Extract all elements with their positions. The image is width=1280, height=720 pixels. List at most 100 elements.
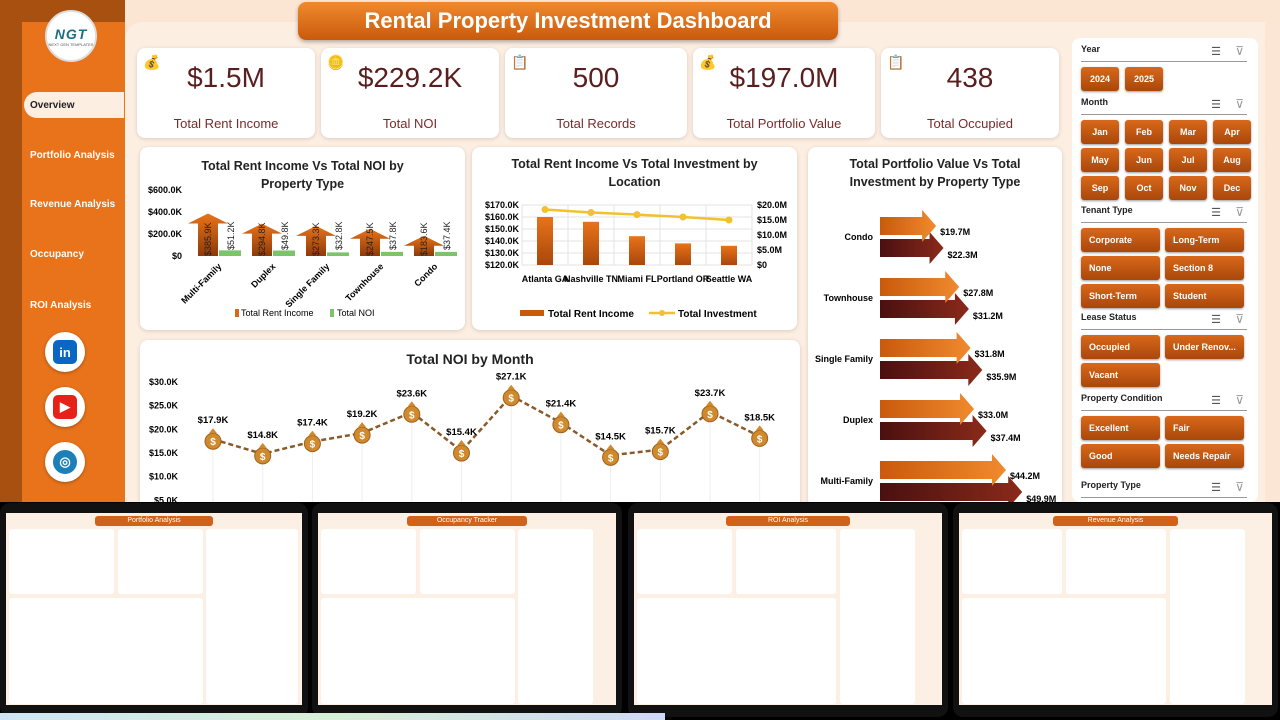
slicer-button-dec[interactable]: Dec [1213, 176, 1251, 200]
money-bag-top [706, 400, 714, 406]
category-label: Nashville TN [564, 274, 618, 284]
youtube-icon: ▶ [53, 395, 77, 419]
category-label: Townhouse [824, 293, 873, 303]
logo-tagline: NEXT GEN TEMPLATES [48, 41, 94, 47]
kpi-value: 500 [572, 62, 620, 93]
y-tick-label: $170.0K [485, 200, 520, 210]
linkedin-button[interactable]: in [45, 332, 85, 372]
slicer-button-oct[interactable]: Oct [1125, 176, 1163, 200]
legend-investment-marker [659, 310, 665, 316]
y-tick-label: $130.0K [485, 248, 520, 258]
sidebar-item-revenue-analysis[interactable]: Revenue Analysis [30, 198, 116, 210]
slicer-button-student[interactable]: Student [1165, 284, 1244, 308]
rent-data-label: $294.8K [257, 222, 267, 256]
sidebar-item-overview[interactable]: Overview [24, 92, 124, 118]
y-tick-label: $140.0K [485, 236, 520, 246]
kpi-value: $229.2K [357, 62, 463, 93]
slicer-button-good[interactable]: Good [1081, 444, 1160, 468]
slicer-button-short-term[interactable]: Short-Term [1081, 284, 1160, 308]
multi-select-icon[interactable]: ☰ [1211, 482, 1221, 494]
thumbnail-portfolio-analysis[interactable]: Portfolio Analysis [0, 503, 308, 717]
chart-svg: $5.0K $10.0K $15.0K $20.0K $25.0K $30.0K $ $17.… [149, 372, 775, 502]
bottom-band [0, 713, 665, 720]
slicer-button-occupied[interactable]: Occupied [1081, 335, 1160, 359]
noi-data-label: $49.8K [280, 221, 290, 250]
slicer-header: Property Condition ☰ ⊽ [1081, 393, 1247, 411]
multi-select-icon[interactable]: ☰ [1211, 207, 1221, 219]
slicer-button-under-renov-[interactable]: Under Renov... [1165, 335, 1244, 359]
slicer-button-section-8[interactable]: Section 8 [1165, 256, 1244, 280]
globe-icon: ◎ [53, 450, 77, 474]
slicer-button-excellent[interactable]: Excellent [1081, 416, 1160, 440]
clear-filter-icon[interactable]: ⊽ [1235, 393, 1244, 407]
multi-select-icon[interactable]: ☰ [1211, 99, 1221, 111]
rent-income-arrow [242, 223, 282, 256]
slicer-button-may[interactable]: May [1081, 148, 1119, 172]
thumbnail-occupancy-tracker[interactable]: Occupancy Tracker [312, 503, 622, 717]
rent-income-arrow [350, 228, 390, 256]
kpi-total-rent-income: 💰 $1.5M Total Rent Income [137, 48, 315, 138]
slicer-button-corporate[interactable]: Corporate [1081, 228, 1160, 252]
youtube-button[interactable]: ▶ [45, 387, 85, 427]
y2-tick-label: $0 [757, 260, 767, 270]
dollar-sign: $ [459, 449, 465, 460]
money-bag-icon [651, 443, 669, 461]
series2-data-label: $37.4M [991, 433, 1021, 443]
slicer-button-feb[interactable]: Feb [1125, 120, 1163, 144]
money-bag-top [755, 425, 764, 431]
slicer-button-mar[interactable]: Mar [1169, 120, 1207, 144]
chart-title: Total Portfolio Value Vs Total Investmen… [849, 157, 1021, 189]
legend-rent-swatch [235, 309, 239, 317]
clear-filter-icon[interactable]: ⊽ [1235, 480, 1244, 494]
chart-svg: $120.0K $130.0K $140.0K $150.0K $160.0K $170.… [485, 200, 787, 320]
y2-tick-label: $15.0M [757, 215, 787, 225]
clear-filter-icon[interactable]: ⊽ [1235, 205, 1244, 219]
chart-svg: Condo $19.7M $22.3M Townhouse $27.8M $31.2M Si… [815, 210, 1056, 502]
clipboard-icon: 📋 [887, 54, 905, 70]
multi-select-icon[interactable]: ☰ [1211, 46, 1221, 58]
sidebar-item-occupancy[interactable]: Occupancy [30, 248, 84, 260]
multi-select-icon[interactable]: ☰ [1211, 314, 1221, 326]
dollar-sign: $ [508, 394, 514, 405]
legend-rent-label: Total Rent Income [241, 308, 314, 318]
chart-portfolio-vs-investment-by-type: Total Portfolio Value Vs Total Investmen… [808, 147, 1062, 502]
slicer-button-none[interactable]: None [1081, 256, 1160, 280]
slicer-button-2024[interactable]: 2024 [1081, 67, 1119, 91]
data-label: $17.9K [198, 415, 229, 426]
data-label: $15.4K [446, 427, 477, 438]
slicer-title: Property Type [1081, 480, 1141, 490]
slicer-button-needs-repair[interactable]: Needs Repair [1165, 444, 1244, 468]
kpi-value: 438 [946, 62, 994, 93]
website-button[interactable]: ◎ [45, 442, 85, 482]
category-label: Single Family [815, 354, 873, 364]
slicer-button-fair[interactable]: Fair [1165, 416, 1244, 440]
clear-filter-icon[interactable]: ⊽ [1235, 97, 1244, 111]
slicer-title: Property Condition [1081, 393, 1163, 403]
clear-filter-icon[interactable]: ⊽ [1235, 312, 1244, 326]
logo: NGT NEXT GEN TEMPLATES [45, 10, 97, 62]
thumbnail-revenue-analysis[interactable]: Revenue Analysis [953, 503, 1278, 717]
slicer-button-2025[interactable]: 2025 [1125, 67, 1163, 91]
slicer-button-aug[interactable]: Aug [1213, 148, 1251, 172]
linkedin-icon: in [53, 340, 77, 364]
dollar-sign: $ [260, 452, 266, 463]
multi-select-icon[interactable]: ☰ [1211, 395, 1221, 407]
slicer-button-jan[interactable]: Jan [1081, 120, 1119, 144]
slicer-header: Month ☰ ⊽ [1081, 97, 1247, 115]
slicer-button-long-term[interactable]: Long-Term [1165, 228, 1244, 252]
legend-rent-swatch [520, 310, 544, 316]
clear-filter-icon[interactable]: ⊽ [1235, 44, 1244, 58]
sidebar-item-portfolio-analysis[interactable]: Portfolio Analysis [30, 149, 115, 161]
sidebar-item-roi-analysis[interactable]: ROI Analysis [30, 299, 92, 311]
y2-tick-label: $10.0M [757, 230, 787, 240]
slicer-button-vacant[interactable]: Vacant [1081, 363, 1160, 387]
y2-tick-label: $5.0M [757, 245, 782, 255]
slicer-button-nov[interactable]: Nov [1169, 176, 1207, 200]
thumbnail-roi-analysis[interactable]: ROI Analysis [628, 503, 948, 717]
series2-arrow [880, 232, 944, 264]
slicer-button-jul[interactable]: Jul [1169, 148, 1207, 172]
slicer-button-jun[interactable]: Jun [1125, 148, 1163, 172]
slicer-button-sep[interactable]: Sep [1081, 176, 1119, 200]
slicer-button-apr[interactable]: Apr [1213, 120, 1251, 144]
thumbnail-title: Occupancy Tracker [407, 516, 527, 526]
